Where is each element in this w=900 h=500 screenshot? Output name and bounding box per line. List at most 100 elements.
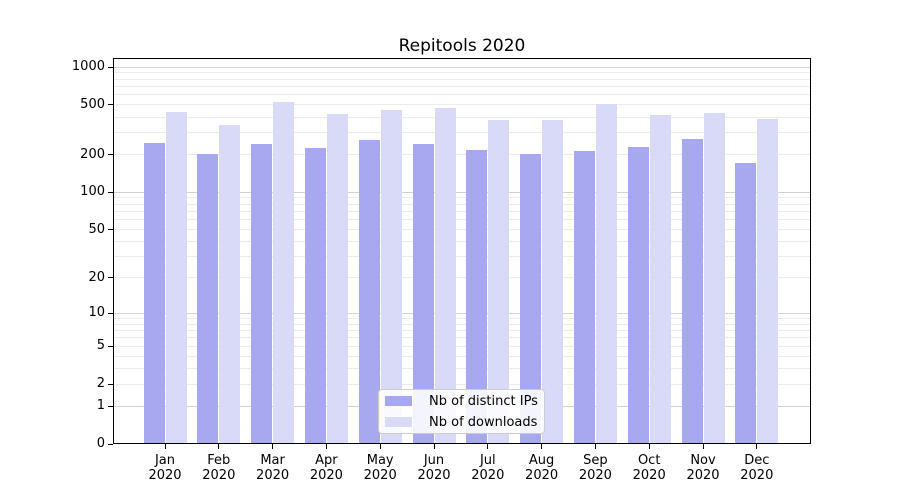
minor-gridline xyxy=(114,256,810,258)
minor-gridline xyxy=(114,330,810,332)
minor-gridline xyxy=(114,219,810,221)
minor-gridline xyxy=(114,197,810,199)
y-tick-label: 10 xyxy=(88,305,105,321)
bar-apr-downloads xyxy=(326,113,348,444)
minor-gridline xyxy=(114,240,810,242)
bar-aug-downloads xyxy=(542,119,564,444)
x-tick xyxy=(487,444,489,449)
minor-gridline xyxy=(114,116,810,118)
bar-aug-distinct-ips xyxy=(520,154,542,444)
minor-gridline xyxy=(114,203,810,205)
x-tick-label-oct: Oct 2020 xyxy=(632,453,666,483)
bar-mar-distinct-ips xyxy=(251,143,273,444)
bar-jan-distinct-ips xyxy=(143,143,165,444)
y-tick-label: 1 xyxy=(96,398,105,414)
bar-sep-distinct-ips xyxy=(573,150,595,444)
x-tick xyxy=(379,444,381,449)
x-tick xyxy=(702,444,704,449)
x-tick-label-nov: Nov 2020 xyxy=(686,453,720,483)
x-tick-label-jul: Jul 2020 xyxy=(471,453,505,483)
y-tick xyxy=(108,104,113,106)
bar-oct-downloads xyxy=(649,114,671,444)
x-tick-label-may: May 2020 xyxy=(363,453,397,483)
bar-feb-distinct-ips xyxy=(197,154,219,444)
legend-item-downloads: Nb of downloads xyxy=(385,413,544,432)
legend: Nb of distinct IPs Nb of downloads xyxy=(378,389,545,434)
x-tick xyxy=(541,444,543,449)
y-tick-label: 20 xyxy=(88,269,105,285)
x-tick-label-apr: Apr 2020 xyxy=(309,453,343,483)
x-tick-label-aug: Aug 2020 xyxy=(525,453,559,483)
bar-may-distinct-ips xyxy=(358,139,380,444)
x-tick-label-jan: Jan 2020 xyxy=(148,453,182,483)
bar-apr-distinct-ips xyxy=(304,147,326,444)
y-tick xyxy=(108,66,113,68)
x-tick-label-feb: Feb 2020 xyxy=(202,453,236,483)
bar-may-downloads xyxy=(380,109,402,444)
minor-gridline xyxy=(114,383,810,385)
minor-gridline xyxy=(114,367,810,369)
y-tick-label: 1000 xyxy=(71,59,105,75)
x-tick xyxy=(433,444,435,449)
bar-sep-downloads xyxy=(595,104,617,444)
x-tick xyxy=(594,444,596,449)
y-tick xyxy=(108,191,113,193)
bar-feb-downloads xyxy=(219,124,241,444)
minor-gridline xyxy=(114,78,810,80)
bar-jul-distinct-ips xyxy=(466,150,488,444)
minor-gridline xyxy=(114,337,810,339)
minor-gridline xyxy=(114,323,810,325)
bar-jul-downloads xyxy=(488,119,510,444)
major-gridline xyxy=(114,191,810,193)
y-tick-label: 2 xyxy=(96,376,105,392)
minor-gridline xyxy=(114,86,810,88)
bar-oct-distinct-ips xyxy=(627,147,649,444)
minor-gridline xyxy=(114,229,810,231)
minor-gridline xyxy=(114,72,810,74)
bar-nov-distinct-ips xyxy=(681,139,703,444)
y-tick-label: 500 xyxy=(80,96,105,112)
minor-gridline xyxy=(114,104,810,106)
x-tick xyxy=(756,444,758,449)
major-gridline xyxy=(114,66,810,68)
minor-gridline xyxy=(114,210,810,212)
x-tick-label-mar: Mar 2020 xyxy=(256,453,290,483)
minor-gridline xyxy=(114,277,810,279)
y-tick-label: 0 xyxy=(96,436,105,451)
y-tick xyxy=(108,443,113,445)
y-tick xyxy=(108,154,113,156)
y-tick xyxy=(108,405,113,407)
x-tick-label-jun: Jun 2020 xyxy=(417,453,451,483)
chart-title: Repitools 2020 xyxy=(398,36,526,56)
legend-label-downloads: Nb of downloads xyxy=(429,414,538,430)
bar-jan-downloads xyxy=(165,112,187,444)
legend-swatch-downloads xyxy=(385,417,412,427)
y-tick xyxy=(108,229,113,231)
legend-item-distinct-ips: Nb of distinct IPs xyxy=(385,392,544,411)
minor-gridline xyxy=(114,94,810,96)
bar-jun-distinct-ips xyxy=(412,143,434,444)
legend-swatch-distinct-ips xyxy=(385,396,412,406)
x-tick xyxy=(164,444,166,449)
y-tick xyxy=(108,277,113,279)
y-tick xyxy=(108,345,113,347)
bar-dec-distinct-ips xyxy=(735,163,757,444)
minor-gridline xyxy=(114,355,810,357)
bar-nov-downloads xyxy=(703,112,725,444)
x-tick xyxy=(648,444,650,449)
y-tick-label: 5 xyxy=(96,338,105,354)
x-tick xyxy=(272,444,274,449)
legend-label-distinct-ips: Nb of distinct IPs xyxy=(429,393,538,409)
bar-dec-downloads xyxy=(757,119,779,444)
major-gridline xyxy=(114,312,810,314)
x-tick-label-sep: Sep 2020 xyxy=(578,453,612,483)
minor-gridline xyxy=(114,317,810,319)
bar-mar-downloads xyxy=(273,102,295,444)
y-tick xyxy=(108,383,113,385)
y-tick-label: 100 xyxy=(80,184,105,200)
bar-jun-downloads xyxy=(434,108,456,444)
x-tick xyxy=(325,444,327,449)
x-tick-label-dec: Dec 2020 xyxy=(740,453,774,483)
y-tick xyxy=(108,312,113,314)
minor-gridline xyxy=(114,132,810,134)
